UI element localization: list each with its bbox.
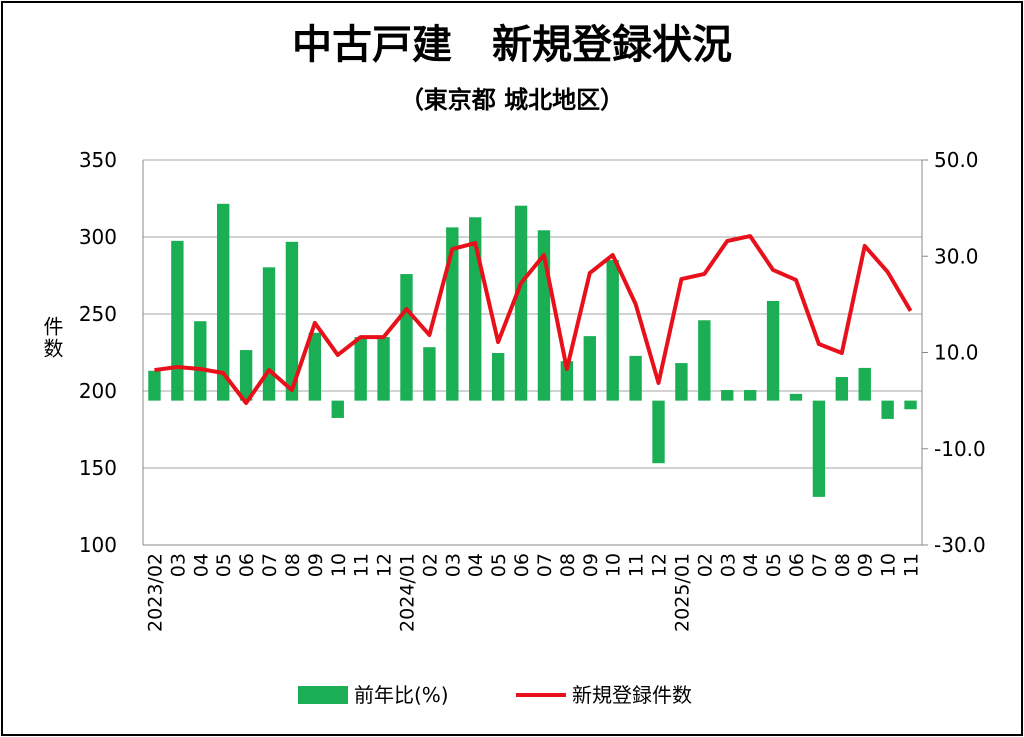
bar (904, 400, 917, 410)
x-tick-label: 03 (717, 553, 739, 577)
bar (835, 377, 848, 401)
x-tick-label: 02 (419, 553, 441, 577)
bar (789, 393, 803, 401)
x-tick-label: 06 (511, 553, 533, 577)
bar (423, 347, 436, 401)
bar (217, 203, 230, 401)
x-tick-label: 2024/01 (396, 553, 418, 632)
x-tick-label: 10 (328, 553, 350, 577)
x-tick-label: 09 (305, 553, 327, 577)
bar (239, 350, 253, 401)
y-tick-label: 300 (79, 225, 117, 249)
x-tick-label: 07 (809, 553, 831, 577)
x-tick-label: 12 (649, 553, 671, 577)
bar (629, 355, 642, 401)
x-tick-label: 09 (580, 553, 602, 577)
y-tick-label: 250 (79, 302, 117, 326)
x-tick-label: 2025/01 (671, 553, 693, 632)
y2-tick-label: 30.0 (934, 244, 979, 268)
y-tick-label: 150 (79, 456, 117, 480)
bar (194, 321, 207, 401)
bar (606, 260, 619, 401)
bar (721, 390, 734, 401)
bar (491, 352, 505, 401)
bar (812, 400, 826, 497)
bar (354, 337, 367, 401)
bar (171, 240, 184, 401)
y2-tick-label: -30.0 (934, 533, 986, 557)
x-tick-label: 09 (855, 553, 877, 577)
chart-subtitle: （東京都 城北地区） (400, 86, 624, 114)
y2-tick-label: 10.0 (934, 341, 979, 365)
bar (743, 390, 757, 401)
y-tick-label: 100 (79, 533, 117, 557)
bar (308, 332, 322, 401)
line (154, 234, 913, 406)
bar (262, 267, 276, 401)
x-tick-label: 08 (832, 553, 854, 577)
bar (766, 301, 780, 401)
x-tick-label: 06 (236, 553, 258, 577)
x-tick-label: 03 (167, 553, 189, 577)
x-tick-label: 05 (488, 553, 510, 577)
x-tick-label: 08 (557, 553, 579, 577)
x-tick-label: 05 (213, 553, 235, 577)
bar (652, 400, 665, 464)
x-tick-label: 06 (786, 553, 808, 577)
x-tick-label: 03 (442, 553, 464, 577)
x-tick-label: 12 (374, 553, 396, 577)
legend-swatch (298, 686, 348, 704)
x-tick-label: 11 (351, 553, 373, 577)
y-axis-label: 件数 (40, 316, 64, 360)
legend-label: 前年比(%) (354, 683, 449, 707)
bar (881, 400, 894, 419)
bar (446, 227, 459, 401)
bar (675, 363, 688, 401)
y2-tick-label: -10.0 (934, 437, 986, 461)
bar (377, 337, 390, 401)
bar (285, 241, 299, 401)
x-tick-label: 07 (259, 553, 281, 577)
y2-tick-label: 50.0 (934, 148, 979, 172)
bar (583, 336, 596, 401)
x-tick-label: 07 (534, 553, 556, 577)
bar (698, 320, 711, 401)
chart-title: 中古戸建 新規登録状況 (292, 22, 732, 68)
bar (331, 400, 344, 418)
x-tick-label: 05 (763, 553, 785, 577)
x-tick-label: 04 (190, 553, 212, 577)
bar (148, 370, 161, 401)
x-tick-label: 2023/02 (144, 553, 166, 632)
x-tick-label: 04 (465, 553, 487, 577)
x-tick-label: 10 (603, 553, 625, 577)
legend-label: 新規登録件数 (572, 683, 692, 707)
bar (858, 367, 871, 401)
y-tick-label: 350 (79, 148, 117, 172)
y-tick-label: 200 (79, 379, 117, 403)
x-tick-label: 11 (901, 553, 923, 577)
bar (514, 205, 528, 401)
x-tick-label: 02 (694, 553, 716, 577)
x-tick-label: 10 (878, 553, 900, 577)
bar (560, 361, 574, 401)
bar (400, 274, 413, 401)
x-tick-label: 04 (740, 553, 762, 577)
x-tick-label: 08 (282, 553, 304, 577)
x-tick-label: 11 (626, 553, 648, 577)
